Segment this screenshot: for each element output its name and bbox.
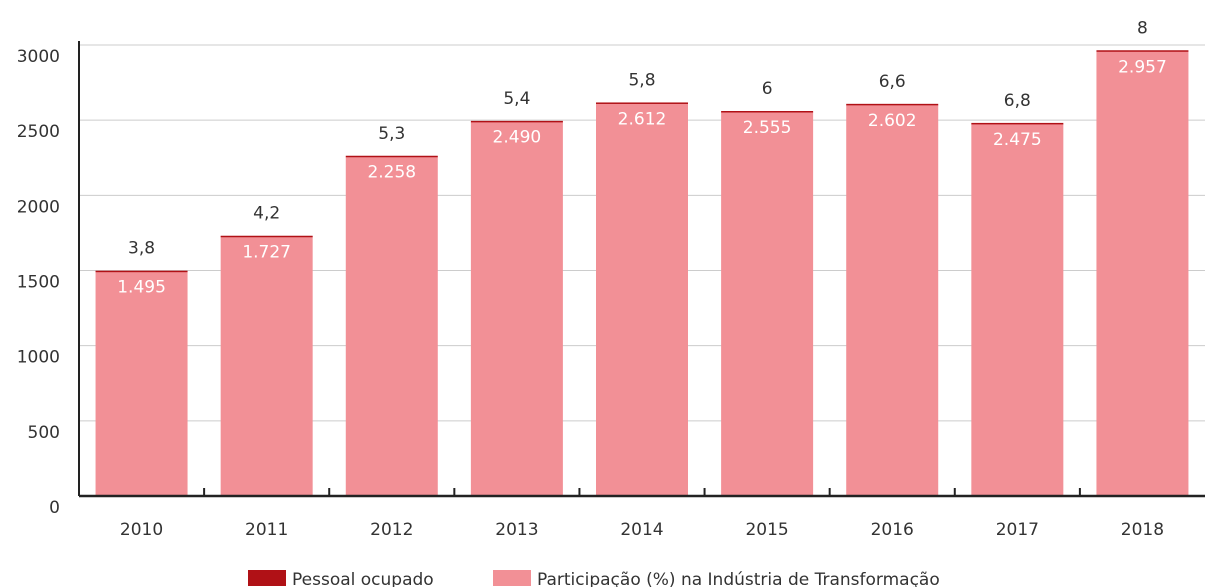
value-label: 3,8 xyxy=(128,239,155,259)
value-label: 2.475 xyxy=(993,130,1042,150)
x-tick-label: 2012 xyxy=(370,520,413,540)
value-label: 2.555 xyxy=(743,118,792,138)
bar-segment xyxy=(95,270,188,273)
bar-segment xyxy=(220,235,313,238)
bar-segment xyxy=(596,102,688,104)
legend-label: Participação (%) na Indústria de Transfo… xyxy=(537,570,940,587)
value-label: 5,8 xyxy=(628,70,655,90)
bar-segment xyxy=(1096,51,1189,497)
bar-segment xyxy=(846,104,939,496)
value-label: 1.727 xyxy=(242,242,291,262)
value-label: 8 xyxy=(1137,18,1148,38)
y-tick-label: 500 xyxy=(28,423,60,443)
x-tick-label: 2010 xyxy=(120,520,163,540)
legend-swatch xyxy=(248,570,286,586)
value-label: 2.258 xyxy=(367,163,416,183)
value-label: 1.495 xyxy=(117,277,166,297)
legend-swatch xyxy=(493,570,531,586)
value-label: 2.612 xyxy=(618,109,667,129)
value-label: 2.490 xyxy=(493,128,542,148)
y-tick-label: 2000 xyxy=(17,197,60,217)
y-tick-label: 0 xyxy=(49,498,60,518)
bar-segment xyxy=(721,110,814,113)
bar-segment xyxy=(95,271,188,496)
bar-segment xyxy=(470,121,563,497)
value-label: 2.602 xyxy=(868,111,917,131)
legend-label: Pessoal ocupado xyxy=(292,570,434,587)
x-tick-label: 2018 xyxy=(1121,520,1164,540)
value-label: 6,8 xyxy=(1004,91,1031,111)
value-label: 6 xyxy=(762,79,773,99)
x-tick-label: 2013 xyxy=(495,520,538,540)
x-tick-label: 2017 xyxy=(996,520,1039,540)
bar-segment xyxy=(470,120,563,123)
y-tick-label: 1000 xyxy=(17,348,60,368)
x-tick-label: 2014 xyxy=(620,520,663,540)
bar-segment xyxy=(971,122,1064,125)
bar-segment xyxy=(345,156,438,496)
y-tick-label: 2500 xyxy=(17,122,60,142)
bar-segment xyxy=(220,236,313,496)
value-label: 5,4 xyxy=(503,89,530,109)
bar-segment xyxy=(345,155,438,158)
x-tick-label: 2016 xyxy=(871,520,914,540)
bar-segment xyxy=(596,103,688,496)
value-label: 5,3 xyxy=(378,124,405,144)
value-label: 2.957 xyxy=(1118,57,1167,77)
bar-segment xyxy=(721,111,814,497)
bar-segment xyxy=(846,103,939,106)
y-tick-label: 1500 xyxy=(17,273,60,293)
x-tick-label: 2015 xyxy=(745,520,788,540)
x-tick-label: 2011 xyxy=(245,520,288,540)
value-label: 6,6 xyxy=(879,72,906,92)
bar-segment xyxy=(971,123,1064,497)
y-tick-label: 3000 xyxy=(17,47,60,67)
value-label: 4,2 xyxy=(253,204,280,224)
bar-segment xyxy=(1096,50,1189,52)
